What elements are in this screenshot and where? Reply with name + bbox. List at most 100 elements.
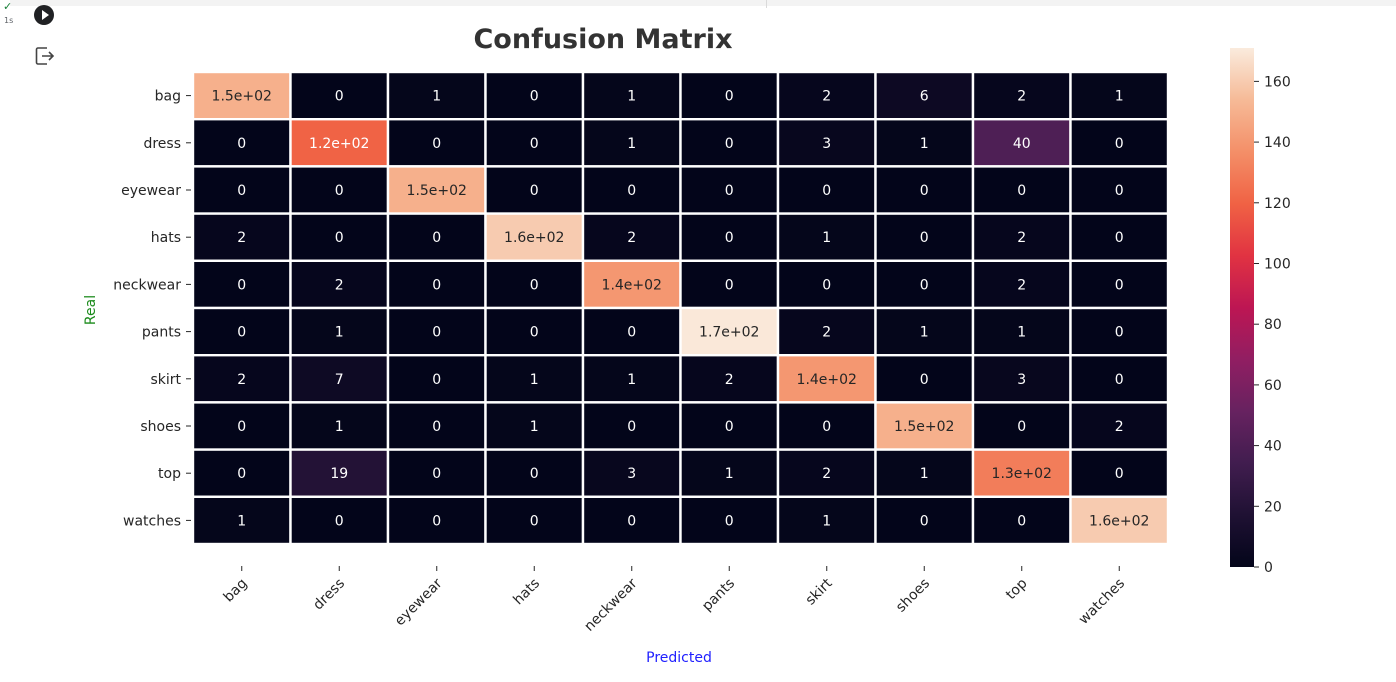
x-tick-label: eyewear (392, 575, 446, 629)
cell-annotation: 0 (530, 466, 539, 482)
colorbar-tick-label: 0 (1264, 560, 1273, 576)
cell-annotation: 1.6e+02 (1089, 513, 1149, 529)
heatmap-cell (191, 448, 292, 499)
cell-annotation: 1 (1115, 89, 1124, 105)
heatmap-cell (679, 495, 780, 546)
cell-annotation: 7 (335, 372, 344, 388)
colorbar-tick-label: 80 (1264, 317, 1282, 333)
cell-gutter: ✓ 1s (0, 0, 30, 40)
cell-top-border (10, 0, 1396, 6)
y-tick-label: shoes (140, 419, 181, 435)
heatmap-cell (581, 165, 682, 215)
cell-annotation: 0 (432, 230, 441, 246)
heatmap-cell (971, 306, 1072, 357)
cell-annotation: 0 (627, 513, 636, 529)
cell-annotation: 1 (822, 230, 831, 246)
heatmap-cell (289, 212, 390, 263)
heatmap-cell (1069, 354, 1170, 404)
x-tick-label: dress (310, 576, 348, 614)
heatmap-cell (874, 306, 975, 357)
colorbar-tick-label: 40 (1264, 439, 1282, 455)
heatmap-cell (679, 70, 780, 121)
heatmap-cell (971, 117, 1072, 168)
cell-annotation: 0 (530, 325, 539, 341)
cell-annotation: 0 (627, 419, 636, 435)
cell-annotation: 0 (237, 325, 246, 341)
x-tick-label: pants (699, 576, 738, 615)
cell-annotation: 0 (335, 513, 344, 529)
heatmap-cell (289, 165, 390, 215)
heatmap-cell (289, 495, 390, 546)
cell-annotation: 0 (237, 277, 246, 293)
y-tick-label: hats (151, 230, 181, 246)
y-tick-label: pants (142, 325, 181, 341)
heatmap-cell (776, 354, 877, 404)
cell-annotation: 2 (1115, 419, 1124, 435)
chart-title: Confusion Matrix (473, 24, 732, 55)
cell-annotation: 1.5e+02 (212, 89, 272, 105)
cell-annotation: 0 (1017, 419, 1026, 435)
play-circle-icon[interactable] (34, 5, 54, 25)
cell-annotation: 0 (237, 419, 246, 435)
cell-annotation: 2 (822, 325, 831, 341)
cell-annotation: 0 (335, 183, 344, 199)
x-tick-label: shoes (893, 576, 933, 616)
heatmap-cell (484, 495, 585, 546)
heatmap-cell (191, 495, 292, 546)
cell-annotation: 6 (920, 89, 929, 105)
heatmap-cell (679, 354, 780, 404)
cell-annotation: 2 (822, 466, 831, 482)
heatmap-cell (1069, 306, 1170, 357)
y-tick-label: eyewear (121, 183, 181, 199)
cell-annotation: 2 (237, 230, 246, 246)
heatmap-cell (484, 117, 585, 168)
cell-annotation: 0 (725, 419, 734, 435)
cell-annotation: 1 (725, 466, 734, 482)
cell-annotation: 1.5e+02 (894, 419, 954, 435)
cell-annotation: 0 (627, 325, 636, 341)
heatmap-cell (1069, 212, 1170, 263)
cell-annotation: 2 (1017, 89, 1026, 105)
cell-annotation: 3 (1017, 372, 1026, 388)
cell-annotation: 1 (432, 89, 441, 105)
heatmap-cell (679, 448, 780, 499)
cell-annotation: 1 (920, 136, 929, 152)
cell-annotation: 1 (822, 513, 831, 529)
cell-divider (766, 0, 767, 8)
cell-annotation: 0 (1017, 513, 1026, 529)
heatmap-cell (386, 70, 487, 121)
colorbar-tick-label: 20 (1264, 499, 1282, 515)
heatmap-cell (1069, 117, 1170, 168)
heatmap-cell (679, 306, 780, 357)
heatmap-cell (971, 165, 1072, 215)
cell-annotation: 0 (725, 277, 734, 293)
cell-annotation: 3 (627, 466, 636, 482)
cell-annotation: 0 (920, 372, 929, 388)
cell-annotation: 0 (822, 419, 831, 435)
output-redirect-icon[interactable] (33, 44, 57, 68)
y-axis-label: Real (83, 295, 99, 325)
cell-annotation: 2 (237, 372, 246, 388)
heatmap-cell (581, 212, 682, 263)
cell-annotation: 0 (1115, 183, 1124, 199)
cell-annotation: 0 (1115, 325, 1124, 341)
heatmap-cell (386, 165, 487, 215)
cell-annotation: 19 (330, 466, 348, 482)
cell-annotation: 0 (335, 89, 344, 105)
colorbar (1230, 48, 1254, 567)
cell-annotation: 0 (530, 513, 539, 529)
x-tick-label: neckwear (581, 575, 640, 634)
x-tick-labels: bag dress eyewear hats neckwear pants skirt sho… (221, 566, 1128, 635)
heatmap-cell (386, 354, 487, 404)
heatmap-cell (776, 259, 877, 310)
heatmap-cell (1069, 448, 1170, 499)
cell-annotation: 0 (530, 183, 539, 199)
x-tick-label: bag (221, 576, 251, 606)
cell-annotation: 1.2e+02 (309, 136, 369, 152)
heatmap-cell (484, 354, 585, 404)
cell-annotation: 1 (1017, 325, 1026, 341)
cell-annotation: 2 (627, 230, 636, 246)
heatmap-cell (484, 306, 585, 357)
cell-annotation: 3 (822, 136, 831, 152)
cell-annotation: 40 (1013, 136, 1031, 152)
